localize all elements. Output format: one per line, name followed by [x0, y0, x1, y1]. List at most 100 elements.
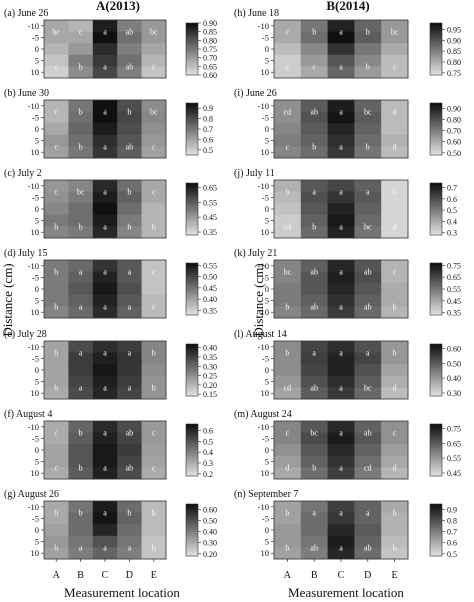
heatmap-cell — [141, 134, 167, 147]
heatmap-cell — [44, 524, 69, 537]
heatmap-cell — [300, 203, 328, 216]
heatmap-cell — [354, 547, 382, 560]
heatmap-cell — [327, 203, 355, 216]
heatmap-panel: (d) July 15 b a a a c b a a a c -10-5 0 510 0.55 0.50 0.… — [4, 248, 217, 319]
heatmap-cell — [354, 352, 382, 365]
significance-letter: a — [339, 509, 343, 518]
heatmap-cell — [381, 123, 409, 136]
colorbar-step — [186, 424, 198, 427]
colorbar-step — [430, 394, 442, 397]
heatmap-cell — [68, 364, 94, 377]
colorbar-step — [186, 45, 198, 48]
colorbar-step — [430, 470, 442, 473]
y-tick-label: 10 — [31, 307, 40, 317]
heatmap-cell — [44, 203, 69, 216]
heatmap-cell — [300, 43, 328, 56]
colorbar-step — [430, 508, 442, 511]
heatmap-cell — [274, 134, 302, 147]
y-tick-label: -10 — [28, 181, 39, 191]
heatmap-cell — [327, 20, 355, 32]
colorbar-tick-label: 0.40 — [203, 344, 217, 353]
significance-letter: c — [286, 28, 290, 37]
significance-letter: b — [366, 142, 370, 151]
y-tick-label: 10 — [31, 67, 40, 77]
heatmap-cell — [68, 444, 94, 457]
colorbar-step — [186, 219, 198, 222]
colorbar-step — [186, 380, 198, 383]
colorbar-tick-label: 0.40 — [203, 295, 217, 304]
heatmap-cell — [300, 294, 328, 307]
colorbar-step — [430, 456, 442, 459]
heatmap-panel: (b) June 30c b a b bcc b a ab c-10-505100.90.80.… — [4, 88, 213, 159]
y-tick-label: 0 — [35, 124, 39, 134]
colorbar-step — [186, 71, 198, 74]
colorbar-tick-label: 0.50 — [203, 517, 217, 526]
colorbar-step — [430, 462, 442, 465]
y-tick-label: -10 — [258, 261, 269, 271]
heatmap-cell — [381, 364, 409, 377]
y-tick-label: 5 — [265, 377, 269, 387]
heatmap-cell — [68, 31, 94, 44]
colorbar-step — [430, 534, 442, 537]
y-tick-label: -5 — [262, 112, 269, 122]
significance-letter: b — [79, 108, 83, 117]
colorbar-step — [186, 350, 198, 353]
colorbar-step — [430, 203, 442, 206]
colorbar-step — [186, 372, 198, 375]
heatmap-cell — [68, 180, 94, 192]
column-title-b: B(2014) — [326, 0, 369, 13]
colorbar-step — [186, 526, 198, 529]
colorbar-step — [430, 350, 442, 353]
column-title-a: A(2013) — [96, 0, 140, 13]
colorbar-step — [430, 149, 442, 152]
heatmap-cell — [354, 100, 382, 112]
significance-letter: b — [152, 349, 156, 358]
colorbar-step — [430, 382, 442, 385]
significance-letter: a — [103, 383, 107, 392]
heatmap-cell — [354, 421, 382, 433]
y-tick-label: -5 — [32, 513, 39, 523]
colorbar-step — [430, 516, 442, 519]
significance-letter: b — [152, 543, 156, 552]
colorbar-tick-label: 0.30 — [203, 362, 217, 371]
significance-letter: ab — [126, 463, 134, 472]
colorbar-step — [430, 384, 442, 387]
significance-letter: b — [54, 268, 58, 277]
significance-letter: b — [285, 188, 289, 197]
significance-letter: cd — [364, 463, 372, 472]
heatmap-cell — [141, 306, 167, 319]
colorbar-step — [186, 201, 198, 204]
heatmap-cell — [44, 306, 69, 319]
colorbar-step — [186, 33, 198, 36]
colorbar-step — [430, 348, 442, 351]
heatmap-cell — [381, 20, 409, 32]
colorbar-step — [186, 117, 198, 120]
colorbar-step — [186, 43, 198, 46]
y-tick-label: -5 — [262, 433, 269, 443]
colorbar-step — [186, 131, 198, 134]
colorbar-step — [430, 121, 442, 124]
heatmap-cell — [44, 375, 69, 388]
colorbar-step — [186, 542, 198, 545]
heatmap-cell — [274, 455, 302, 468]
heatmap-cell — [68, 432, 94, 445]
significance-letter: b — [79, 62, 83, 71]
significance-letter: b — [152, 383, 156, 392]
colorbar-step — [430, 520, 442, 523]
heatmap-cell — [141, 260, 167, 272]
colorbar-step — [186, 233, 198, 236]
colorbar-step — [186, 348, 198, 351]
heatmap-cell — [274, 214, 302, 227]
heatmap-cell — [68, 341, 94, 353]
significance-letter: a — [339, 28, 343, 37]
colorbar-step — [186, 213, 198, 216]
colorbar-step — [430, 63, 442, 66]
significance-letter: ab — [310, 302, 318, 311]
heatmap-cell — [117, 421, 142, 433]
colorbar-step — [430, 301, 442, 304]
significance-letter: d — [393, 108, 397, 117]
significance-letter: a — [79, 268, 83, 277]
heatmap-cell — [300, 226, 328, 239]
colorbar-step — [186, 65, 198, 68]
